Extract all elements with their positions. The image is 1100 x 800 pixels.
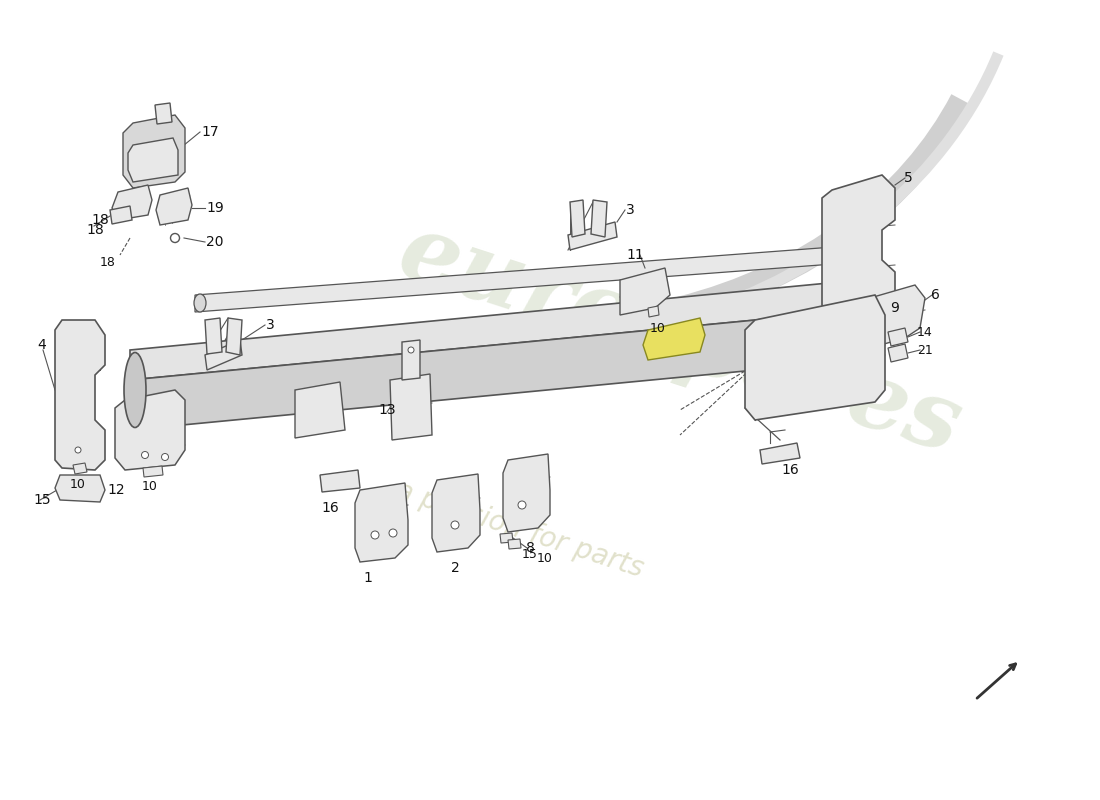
Text: 4: 4 [37, 338, 46, 352]
Polygon shape [55, 320, 104, 470]
Ellipse shape [194, 294, 206, 312]
Polygon shape [112, 185, 152, 220]
Polygon shape [402, 340, 420, 380]
Polygon shape [644, 318, 705, 360]
Text: 9: 9 [891, 301, 900, 315]
Polygon shape [128, 138, 178, 182]
Polygon shape [390, 374, 432, 440]
Text: 10: 10 [142, 481, 158, 494]
Polygon shape [508, 539, 521, 549]
Ellipse shape [162, 454, 168, 461]
Ellipse shape [408, 347, 414, 353]
Polygon shape [648, 306, 659, 317]
Ellipse shape [518, 501, 526, 509]
Polygon shape [620, 268, 670, 315]
Polygon shape [591, 200, 607, 237]
Polygon shape [355, 483, 408, 562]
Polygon shape [110, 206, 132, 224]
Polygon shape [226, 318, 242, 355]
Text: 21: 21 [917, 343, 933, 357]
Polygon shape [195, 245, 860, 312]
Text: 3: 3 [626, 203, 635, 217]
Ellipse shape [451, 521, 459, 529]
Ellipse shape [142, 451, 148, 458]
Polygon shape [155, 103, 172, 124]
Text: 10: 10 [650, 322, 666, 334]
Polygon shape [568, 222, 617, 250]
Polygon shape [130, 280, 860, 380]
Text: 13: 13 [378, 403, 396, 417]
Polygon shape [432, 474, 480, 552]
Text: 15: 15 [33, 493, 51, 507]
Polygon shape [862, 285, 925, 348]
Polygon shape [205, 318, 222, 354]
Ellipse shape [170, 234, 179, 242]
Text: 17: 17 [201, 125, 219, 139]
Text: 5: 5 [903, 171, 912, 185]
Text: 10: 10 [70, 478, 86, 491]
Polygon shape [205, 340, 242, 370]
Polygon shape [156, 188, 192, 225]
Text: 16: 16 [781, 463, 799, 477]
Polygon shape [295, 382, 345, 438]
Polygon shape [503, 454, 550, 532]
Text: 2: 2 [451, 561, 460, 575]
Text: a passion for parts: a passion for parts [393, 477, 648, 583]
Polygon shape [130, 310, 860, 430]
Text: 11: 11 [626, 248, 644, 262]
Text: 6: 6 [931, 288, 939, 302]
Ellipse shape [371, 531, 380, 539]
Polygon shape [320, 470, 360, 492]
Text: 12: 12 [107, 483, 124, 497]
Text: 20: 20 [207, 235, 223, 249]
Polygon shape [822, 175, 895, 318]
Polygon shape [888, 328, 907, 346]
Text: 19: 19 [206, 201, 224, 215]
Text: 18: 18 [100, 255, 116, 269]
Ellipse shape [75, 447, 81, 453]
Polygon shape [116, 390, 185, 470]
Text: 18: 18 [86, 223, 103, 237]
Ellipse shape [124, 353, 146, 427]
Polygon shape [143, 466, 163, 477]
Polygon shape [123, 115, 185, 188]
Polygon shape [73, 463, 87, 474]
Polygon shape [55, 475, 104, 502]
Polygon shape [570, 200, 585, 237]
Text: 14: 14 [917, 326, 933, 338]
Polygon shape [745, 295, 886, 420]
Text: 8: 8 [526, 541, 535, 555]
Polygon shape [888, 344, 907, 362]
Text: 10: 10 [537, 551, 553, 565]
Polygon shape [760, 443, 800, 464]
Text: 3: 3 [265, 318, 274, 332]
Ellipse shape [389, 529, 397, 537]
Text: 15: 15 [522, 549, 538, 562]
Text: eurospares: eurospares [387, 206, 972, 474]
Text: 16: 16 [321, 501, 339, 515]
Text: 18: 18 [91, 213, 109, 227]
Text: 1: 1 [364, 571, 373, 585]
Polygon shape [500, 533, 513, 543]
